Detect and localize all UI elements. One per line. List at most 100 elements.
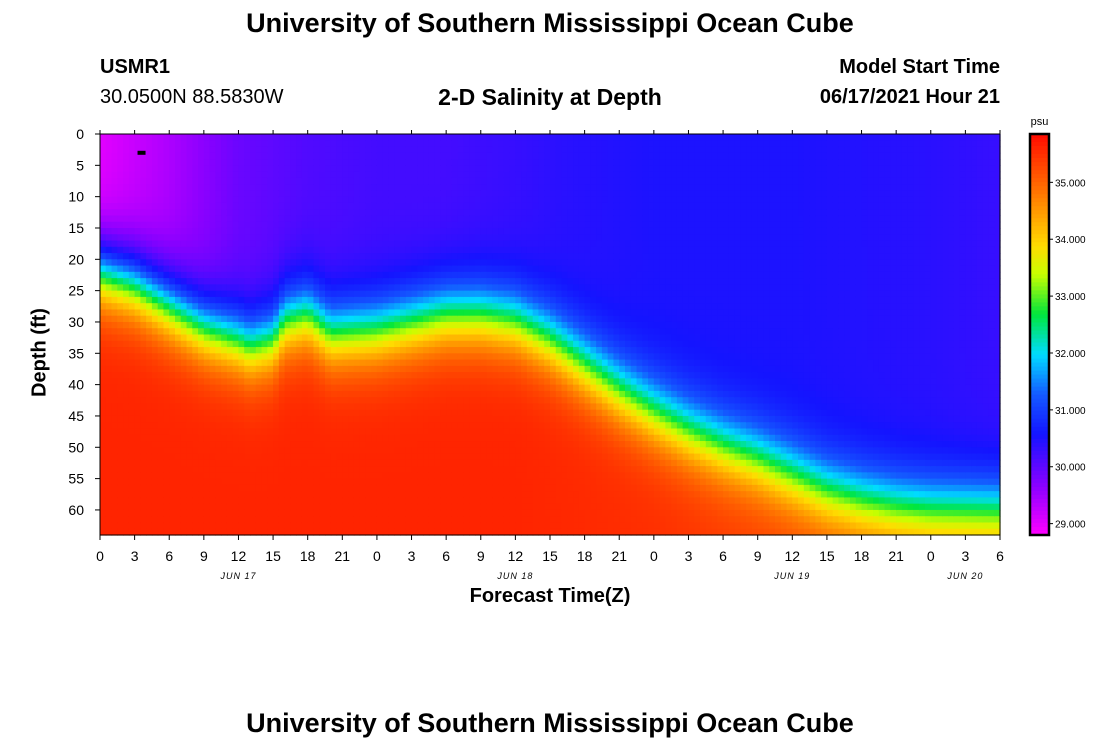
heatmap-cell	[526, 397, 534, 405]
heatmap-cell	[498, 290, 505, 298]
heatmap-cell	[492, 516, 499, 524]
heatmap-cell	[301, 340, 309, 348]
heatmap-cell	[382, 453, 390, 461]
heatmap-cell	[301, 528, 309, 536]
heatmap-cell	[192, 441, 199, 448]
heatmap-cell	[371, 321, 378, 329]
heatmap-cell	[544, 334, 551, 342]
heatmap-cell	[290, 522, 297, 530]
heatmap-cell	[388, 215, 395, 223]
heatmap-cell	[319, 315, 326, 323]
heatmap-cell	[498, 259, 505, 267]
heatmap-cell	[192, 365, 199, 373]
heatmap-cell	[526, 215, 534, 223]
heatmap-cell	[423, 415, 430, 423]
heatmap-cell	[209, 478, 216, 486]
heatmap-cell	[544, 284, 551, 292]
heatmap-cell	[313, 503, 320, 511]
heatmap-cell	[428, 259, 436, 267]
heatmap-cell	[325, 152, 332, 160]
heatmap-cell	[319, 466, 326, 473]
heatmap-cell	[394, 359, 401, 367]
heatmap-cell	[140, 196, 147, 204]
heatmap-cell	[134, 165, 141, 173]
heatmap-cell	[475, 234, 482, 242]
heatmap-cell	[492, 403, 499, 411]
heatmap-cell	[238, 390, 245, 398]
heatmap-cell	[244, 278, 251, 285]
heatmap-cell	[209, 359, 216, 367]
heatmap-cell	[186, 390, 193, 398]
heatmap-cell	[180, 265, 188, 273]
heatmap-cell	[244, 140, 251, 148]
heatmap-cell	[146, 453, 153, 461]
heatmap-cell	[157, 347, 165, 354]
heatmap-cell	[457, 334, 465, 342]
heatmap-cell	[509, 140, 516, 148]
heatmap-cell	[405, 196, 413, 204]
heatmap-cell	[319, 478, 326, 486]
heatmap-cell	[446, 221, 453, 229]
heatmap-cell	[330, 196, 338, 204]
heatmap-cell	[255, 328, 263, 336]
heatmap-cell	[521, 334, 528, 342]
heatmap-cell	[526, 309, 534, 317]
heatmap-cell	[382, 441, 390, 448]
heatmap-cell	[359, 434, 366, 442]
heatmap-cell	[348, 209, 355, 217]
heatmap-cell	[238, 296, 245, 304]
heatmap-cell	[469, 165, 476, 173]
heatmap-cell	[232, 309, 240, 317]
heatmap-cell	[157, 202, 165, 210]
heatmap-cell	[417, 528, 424, 536]
heatmap-cell	[417, 397, 424, 405]
heatmap-cell	[417, 384, 424, 392]
heatmap-cell	[475, 159, 482, 166]
heatmap-cell	[250, 478, 257, 486]
heatmap-cell	[273, 372, 280, 379]
heatmap-cell	[209, 516, 216, 524]
heatmap-cell	[198, 196, 205, 204]
heatmap-cell	[111, 528, 118, 536]
heatmap-cell	[325, 365, 332, 373]
heatmap-cell	[278, 365, 286, 373]
heatmap-cell	[238, 303, 245, 311]
heatmap-cell	[203, 347, 211, 354]
heatmap-cell	[261, 265, 268, 273]
heatmap-cell	[284, 152, 291, 160]
heatmap-cell	[544, 509, 551, 517]
heatmap-cell	[394, 159, 401, 166]
heatmap-cell	[515, 484, 522, 492]
heatmap-cell	[325, 441, 332, 448]
heatmap-cell	[336, 441, 343, 448]
heatmap-cell	[509, 296, 516, 304]
heatmap-cell	[498, 171, 505, 179]
heatmap-cell	[521, 378, 528, 386]
heatmap-cell	[128, 403, 136, 411]
heatmap-cell	[117, 441, 124, 448]
heatmap-cell	[434, 140, 441, 148]
heatmap-cell	[301, 365, 309, 373]
heatmap-cell	[526, 453, 534, 461]
heatmap-cell	[365, 340, 372, 348]
heatmap-cell	[330, 221, 338, 229]
heatmap-cell	[203, 353, 211, 361]
heatmap-cell	[434, 165, 441, 173]
heatmap-cell	[463, 177, 470, 185]
heatmap-cell	[428, 321, 436, 329]
heatmap-cell	[325, 428, 332, 436]
heatmap-cell	[140, 359, 147, 367]
heatmap-cell	[492, 284, 499, 292]
heatmap-cell	[319, 522, 326, 530]
heatmap-cell	[515, 415, 522, 423]
heatmap-cell	[157, 309, 165, 317]
heatmap-cell	[313, 253, 320, 260]
heatmap-cell	[134, 146, 141, 154]
heatmap-cell	[451, 378, 459, 386]
heatmap-cell	[469, 240, 476, 248]
heatmap-cell	[376, 359, 384, 367]
heatmap-cell	[244, 253, 251, 260]
heatmap-cell	[411, 328, 418, 336]
heatmap-cell	[198, 284, 205, 292]
heatmap-cell	[238, 171, 245, 179]
